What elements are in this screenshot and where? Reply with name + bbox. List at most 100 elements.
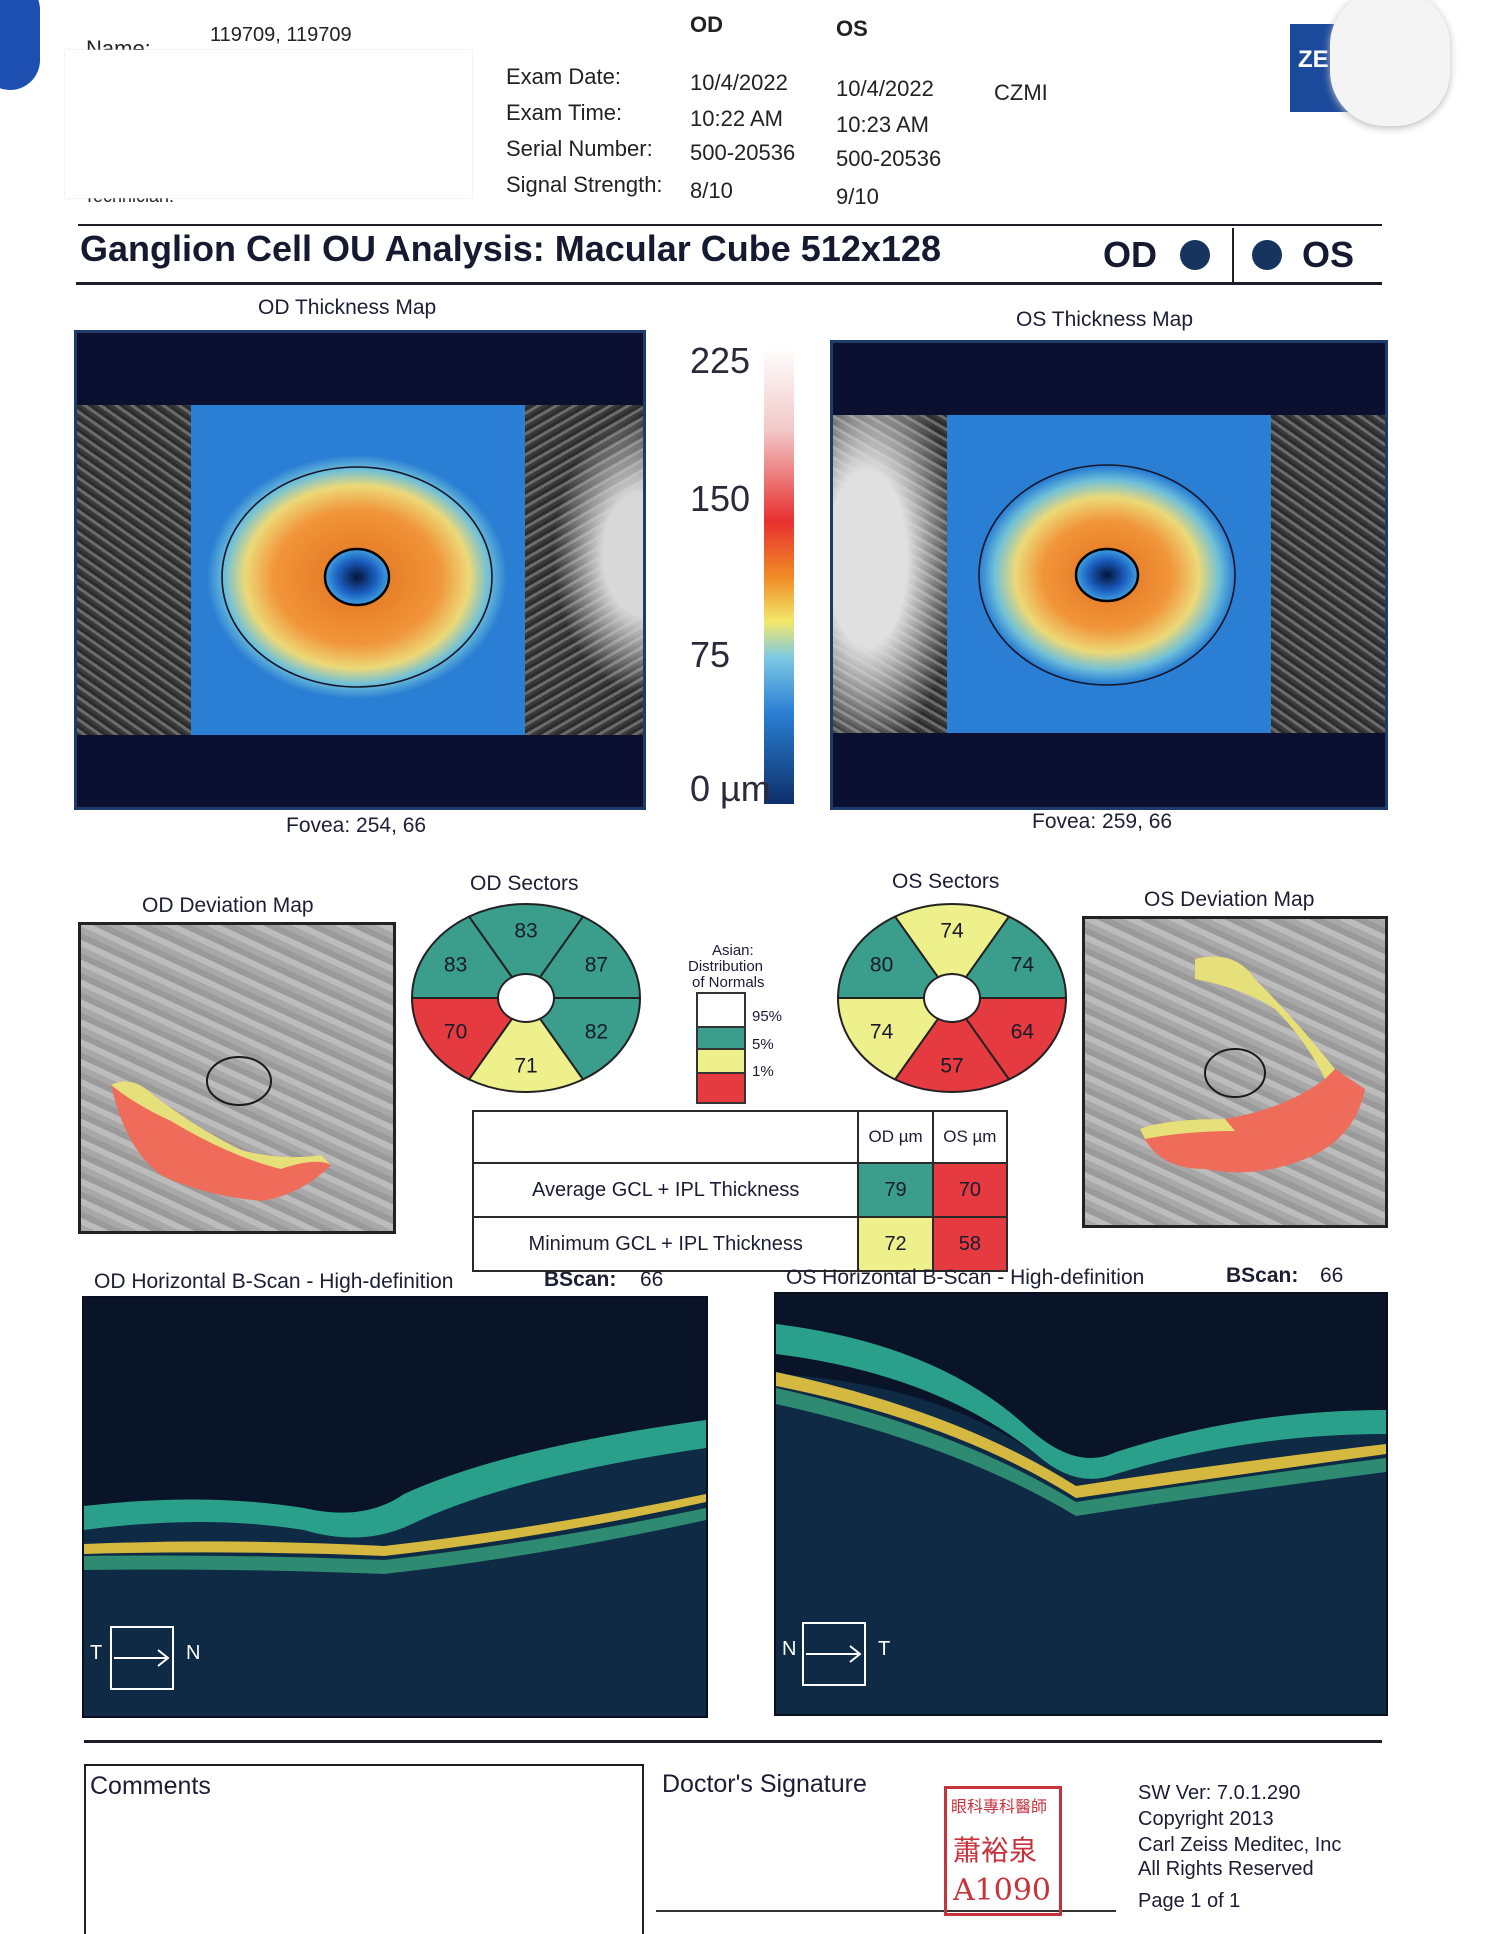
os-sectors-title: OS Sectors <box>892 870 1000 893</box>
title-rule-bottom <box>76 282 1382 285</box>
od-sector-value: 83 <box>444 953 467 976</box>
os-fovea: Fovea: 259, 66 <box>1032 810 1173 833</box>
legend-line-1: Asian: <box>712 942 754 959</box>
od-deviation-title: OD Deviation Map <box>142 894 314 917</box>
seal-line-2: 蕭裕泉 <box>953 1834 1038 1867</box>
os-sector-value: 74 <box>1011 953 1035 976</box>
od-sector-value: 70 <box>444 1021 467 1044</box>
binder-clip-left <box>0 0 40 90</box>
copyright: Copyright 2013 <box>1138 1808 1274 1830</box>
title-divider <box>1232 228 1234 284</box>
table-header-blank <box>471 1110 860 1164</box>
table-cell-od: 79 <box>857 1162 934 1218</box>
os-sector-lower-right <box>964 997 1068 1081</box>
exam-date-label: Exam Date: <box>506 64 621 89</box>
od-sector-bottom <box>467 1017 585 1093</box>
os-bscan-title: OS Horizontal B-Scan - High-definition <box>786 1266 1145 1289</box>
os-heat-map <box>947 415 1271 733</box>
legend-line-2: Distribution <box>688 958 764 975</box>
exam-time-label: Exam Time: <box>506 100 623 125</box>
os-sector-upper-right <box>964 915 1068 999</box>
od-bscan-left-dir: T <box>90 1642 103 1664</box>
os-sector-bottom <box>893 1017 1011 1093</box>
exam-date-os: 10/4/2022 <box>836 76 934 101</box>
legend-swatch-red <box>696 1072 746 1104</box>
os-thickness-map <box>830 340 1388 810</box>
table-cell-od: 72 <box>857 1216 934 1272</box>
os-sector-value: 57 <box>940 1054 963 1077</box>
legend-95: 95% <box>752 1008 783 1025</box>
os-sector-value: 64 <box>1011 1021 1035 1044</box>
od-bscan-value: 66 <box>640 1268 664 1291</box>
redaction-box <box>65 50 472 198</box>
os-deviation-title: OS Deviation Map <box>1144 888 1315 911</box>
os-sector-value: 80 <box>870 953 893 976</box>
legend-1: 1% <box>752 1063 774 1080</box>
od-heat-map <box>191 405 525 735</box>
gcl-ipl-table: OD µm OS µm Average GCL + IPL Thickness … <box>471 1110 1009 1272</box>
od-bscan-image: T N <box>82 1296 708 1718</box>
os-fundus-right <box>1271 415 1385 733</box>
page-title: Ganglion Cell OU Analysis: Macular Cube … <box>80 228 941 269</box>
os-direction-arrow-icon <box>802 1622 866 1686</box>
od-deviation-map <box>78 922 396 1234</box>
company: Carl Zeiss Meditec, Inc <box>1138 1834 1342 1856</box>
od-sector-value: 83 <box>514 920 537 943</box>
comments-label: Comments <box>90 1772 211 1800</box>
os-fundus-left <box>833 415 947 733</box>
signal-strength-label: Signal Strength: <box>506 172 663 197</box>
os-thickness-title: OS Thickness Map <box>1016 308 1194 331</box>
os-sector-upper-left <box>836 915 940 999</box>
institution: CZMI <box>994 80 1048 105</box>
od-sectors-chart: 83 87 82 71 70 83 <box>408 898 644 1098</box>
exam-date-od: 10/4/2022 <box>690 70 788 95</box>
od-sector-lower-left <box>410 997 514 1081</box>
os-bscan-right-dir: T <box>878 1638 891 1660</box>
os-bscan-value: 66 <box>1320 1264 1344 1287</box>
binder-clip-right <box>1330 0 1450 126</box>
os-dot-icon <box>1252 240 1282 270</box>
od-sector-value: 87 <box>585 953 608 976</box>
od-bscan-label: BScan: <box>544 1268 617 1291</box>
os-sectors-chart: 74 74 64 57 74 80 <box>834 898 1070 1098</box>
os-bscan-image: N T <box>774 1292 1388 1716</box>
signal-strength-od: 8/10 <box>690 178 733 203</box>
rights: All Rights Reserved <box>1138 1858 1314 1880</box>
table-row: Average GCL + IPL Thickness 79 70 <box>471 1162 1009 1218</box>
od-dot-icon <box>1180 240 1210 270</box>
serial-number-od: 500-20536 <box>690 140 796 165</box>
table-header-od: OD µm <box>857 1110 934 1164</box>
page-number: Page 1 of 1 <box>1138 1890 1241 1912</box>
comments-box <box>84 1764 644 1934</box>
os-sector-top <box>893 903 1011 979</box>
table-cell-os: 70 <box>931 1162 1009 1218</box>
legend-swatch-white <box>696 992 746 1028</box>
name-value: 119709, 119709 <box>210 24 352 46</box>
table-row: Minimum GCL + IPL Thickness 72 58 <box>471 1216 1009 1272</box>
od-thickness-title: OD Thickness Map <box>258 296 437 319</box>
table-row-label: Average GCL + IPL Thickness <box>471 1162 860 1218</box>
scale-label-225: 225 <box>690 340 751 381</box>
od-sector-upper-right <box>538 915 642 999</box>
title-os: OS <box>1302 234 1355 275</box>
zeiss-logo-text: ZE <box>1298 46 1329 73</box>
os-bscan-left-dir: N <box>782 1638 797 1660</box>
legend-swatch-yellow <box>696 1048 746 1074</box>
table-cell-os: 58 <box>931 1216 1009 1272</box>
od-fundus-left <box>77 405 191 735</box>
os-bscan-label: BScan: <box>1226 1264 1299 1287</box>
signal-strength-os: 9/10 <box>836 184 879 209</box>
od-sector-top <box>467 903 585 979</box>
scale-label-0: 0 µm <box>690 768 771 809</box>
header-col-os: OS <box>836 16 868 41</box>
footer-rule <box>84 1740 1382 1743</box>
table-header-os: OS µm <box>931 1110 1009 1164</box>
serial-number-label: Serial Number: <box>506 136 653 161</box>
seal-line-1: 眼科專科醫師 <box>951 1797 1048 1816</box>
scale-label-150: 150 <box>690 478 751 519</box>
title-rule-top <box>78 224 1382 226</box>
od-sector-upper-left <box>410 915 514 999</box>
od-sector-value: 71 <box>514 1054 537 1077</box>
od-sectors-title: OD Sectors <box>470 872 579 895</box>
od-bscan-title: OD Horizontal B-Scan - High-definition <box>94 1270 454 1293</box>
